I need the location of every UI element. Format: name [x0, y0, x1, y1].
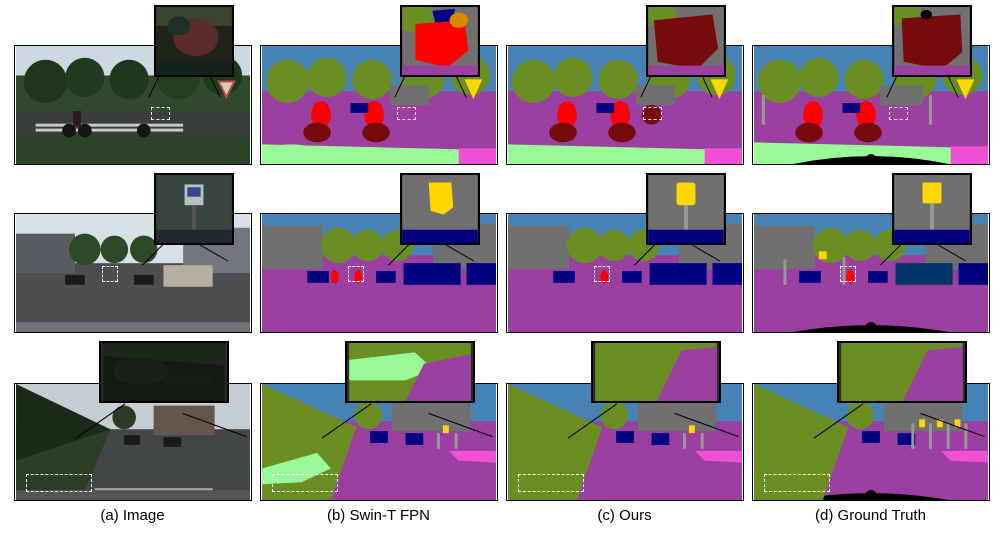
inset-r3-swin: [345, 341, 475, 403]
label-col-b: (b) Swin-T FPN: [260, 507, 498, 524]
cell-r1-image: [14, 5, 252, 165]
inset-r1-swin: [400, 5, 480, 77]
cell-r2-ours: [506, 173, 744, 333]
inset-r3-ours: [591, 341, 721, 403]
cell-r3-gt: [752, 341, 990, 501]
cell-r3-ours: [506, 341, 744, 501]
inset-r3-gt: [837, 341, 967, 403]
label-col-a: (a) Image: [14, 507, 252, 524]
inset-r1-gt: [892, 5, 972, 77]
label-col-c: (c) Ours: [506, 507, 744, 524]
inset-r2-gt: [892, 173, 972, 245]
cell-r3-image: [14, 341, 252, 501]
inset-r2-swin: [400, 173, 480, 245]
label-col-d: (d) Ground Truth: [752, 507, 990, 524]
column-labels: (a) Image (b) Swin-T FPN (c) Ours (d) Gr…: [14, 507, 990, 524]
cell-r3-swin: [260, 341, 498, 501]
cell-r2-image: [14, 173, 252, 333]
cell-r1-swin: [260, 5, 498, 165]
cell-r2-gt: [752, 173, 990, 333]
inset-r2-ours: [646, 173, 726, 245]
inset-r2-image: [154, 173, 234, 245]
inset-r3-image: [99, 341, 229, 403]
cell-r2-swin: [260, 173, 498, 333]
cell-r1-ours: [506, 5, 744, 165]
figure-panel: (a) Image (b) Swin-T FPN (c) Ours (d) Gr…: [5, 5, 998, 524]
image-grid: [14, 5, 990, 501]
cell-r1-gt: [752, 5, 990, 165]
inset-r1-image: [154, 5, 234, 77]
inset-r1-ours: [646, 5, 726, 77]
